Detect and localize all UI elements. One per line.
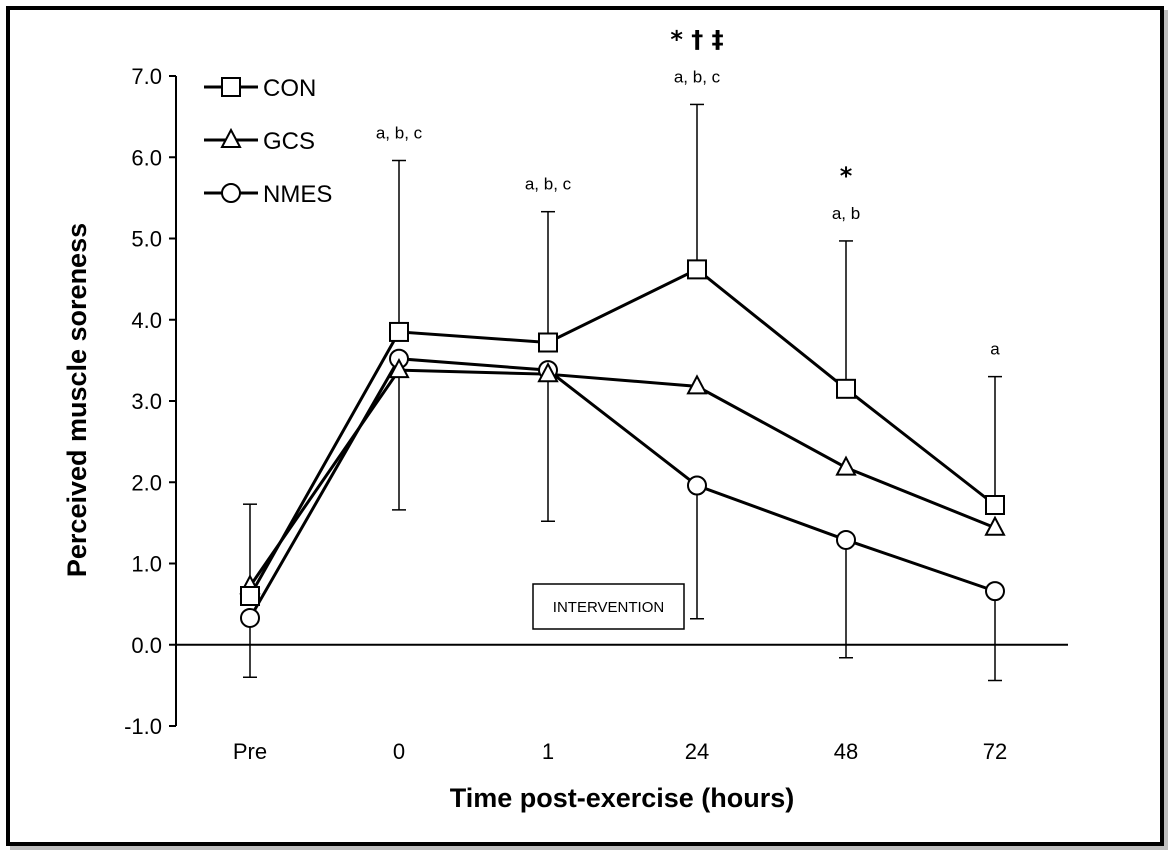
annotation-symbols-24: * † ‡ (670, 25, 723, 53)
error-bars-group (243, 103, 1002, 682)
legend-label-nmes: NMES (263, 181, 332, 208)
legend-label-con: CON (263, 75, 316, 102)
nmes-point-pre (240, 607, 260, 628)
con-point-72 (985, 495, 1005, 515)
gcs-line (248, 368, 996, 588)
y-tick-label-2-0: 2.0 (131, 470, 162, 495)
y-tick-label-4-0: 4.0 (131, 308, 162, 333)
gcs-point-72 (984, 515, 1006, 536)
x-tick-label-72: 72 (983, 739, 1007, 764)
legend-marker-gcs (220, 127, 242, 148)
intervention-box: INTERVENTION (532, 583, 685, 630)
legend: CON GCS NMES (204, 75, 332, 208)
figure-frame (6, 6, 1164, 846)
y-tick-label-7-0: 7.0 (131, 64, 162, 89)
x-tick-label-pre: Pre (233, 739, 267, 764)
nmes-line (248, 357, 996, 619)
annotation-letters-48: a, b (832, 204, 860, 223)
intervention-box-border (532, 583, 685, 630)
annotation-symbols-48: * (840, 162, 853, 190)
y-tick-label-6-0: 6.0 (131, 145, 162, 170)
nmes-point-72 (985, 581, 1005, 602)
con-point-1 (538, 332, 558, 353)
x-tick-label-0: 0 (393, 739, 405, 764)
annotation-letters-1: a, b, c (525, 175, 572, 194)
legend-marker-con (221, 77, 241, 97)
con-line (248, 267, 996, 597)
y-tick-label-1-0: -1.0 (124, 714, 162, 739)
gcs-point-48 (835, 455, 857, 476)
axes-group: -1.0 0.0 1.0 2.0 3.0 4.0 5.0 6.0 7.0 Pre 0 1 24 48 72 (124, 64, 1068, 764)
annotation-letters-0: a, b, c (376, 124, 423, 143)
y-tick-label-3-0: 3.0 (131, 389, 162, 414)
y-axis-title: Perceived muscle soreness (62, 223, 92, 577)
annotation-letters-24: a, b, c (674, 67, 721, 86)
series-lines-group (248, 267, 996, 619)
x-tick-label-24: 24 (685, 739, 709, 764)
con-point-48 (836, 378, 856, 399)
legend-marker-nmes (221, 183, 241, 203)
nmes-point-24 (687, 475, 707, 496)
y-tick-label-1-0: 1.0 (131, 552, 162, 577)
y-tick-label-0-0: 0.0 (131, 633, 162, 658)
x-tick-label-48: 48 (834, 739, 858, 764)
annotation-letters-72: a (990, 340, 1000, 359)
gcs-point-1 (537, 362, 559, 383)
con-point-pre (240, 586, 260, 606)
y-tick-label-5-0: 5.0 (131, 227, 162, 252)
nmes-point-48 (836, 529, 856, 550)
annotations-group: a, b, c a, b, c a, b, c * † ‡ a, b * a (376, 25, 1000, 358)
x-axis-title: Time post-exercise (hours) (450, 783, 795, 813)
con-point-24 (687, 259, 707, 280)
legend-label-gcs: GCS (263, 128, 315, 155)
con-point-0 (389, 321, 409, 342)
intervention-label: INTERVENTION (553, 599, 664, 616)
x-tick-label-1: 1 (542, 739, 554, 764)
gcs-point-24 (686, 374, 708, 395)
series-markers-group (239, 259, 1006, 628)
gcs-point-0 (388, 357, 410, 379)
